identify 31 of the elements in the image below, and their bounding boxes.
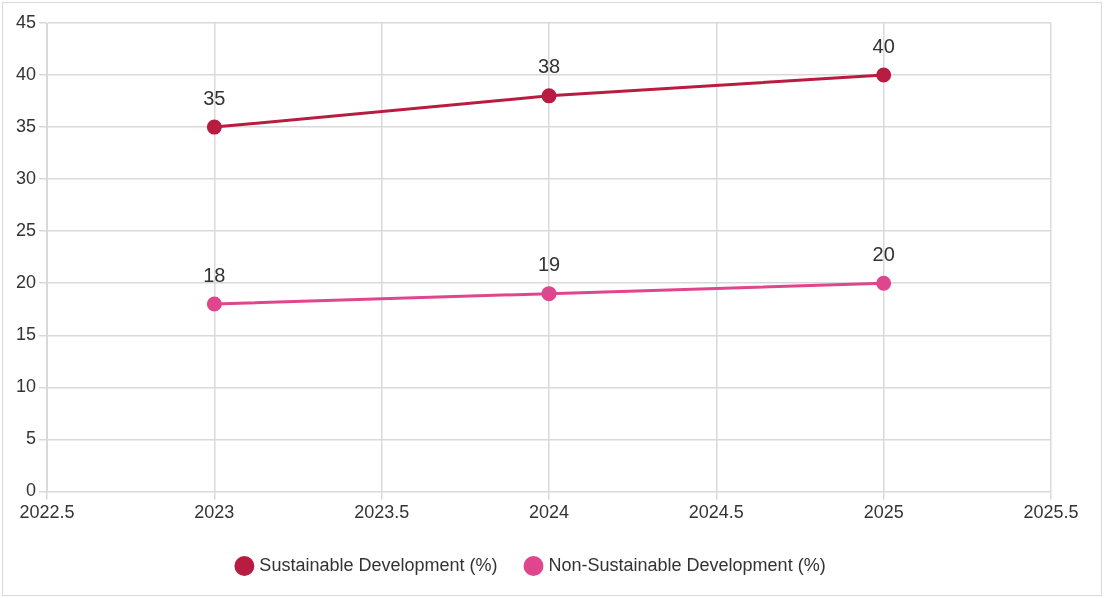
y-tick-label: 35	[15, 116, 37, 137]
x-tick-label: 2025.5	[1023, 502, 1079, 523]
x-tick-label: 2022.5	[19, 502, 75, 523]
y-tick-label: 20	[15, 272, 37, 293]
data-label: 19	[537, 253, 561, 276]
y-tick-label: 5	[26, 428, 37, 449]
y-tick-label: 30	[15, 168, 37, 189]
y-tick-label: 10	[15, 376, 37, 397]
data-label: 35	[203, 86, 226, 109]
data-label: 18	[203, 263, 226, 286]
legend-label: Non-Sustainable Development (%)	[548, 554, 826, 575]
data-label: 40	[872, 34, 895, 57]
point	[541, 88, 557, 104]
x-tick-label: 2024	[528, 502, 570, 523]
data-label: 20	[872, 242, 895, 265]
point	[206, 296, 222, 312]
y-tick-label: 45	[15, 11, 37, 32]
y-tick-label: 25	[15, 220, 37, 241]
point	[876, 67, 892, 83]
x-tick-label: 2023.5	[354, 502, 410, 523]
data-label: 38	[537, 55, 561, 78]
x-tick-label: 2023	[194, 502, 235, 523]
point	[541, 286, 557, 302]
y-tick-label: 15	[15, 324, 37, 345]
legend-label: Sustainable Development (%)	[259, 554, 498, 575]
y-tick-label: 40	[15, 64, 37, 85]
x-tick-label: 2025	[863, 502, 904, 523]
point	[876, 275, 892, 291]
y-tick-label: 0	[26, 480, 37, 501]
x-tick-label: 2024.5	[688, 502, 744, 523]
point	[206, 119, 222, 135]
